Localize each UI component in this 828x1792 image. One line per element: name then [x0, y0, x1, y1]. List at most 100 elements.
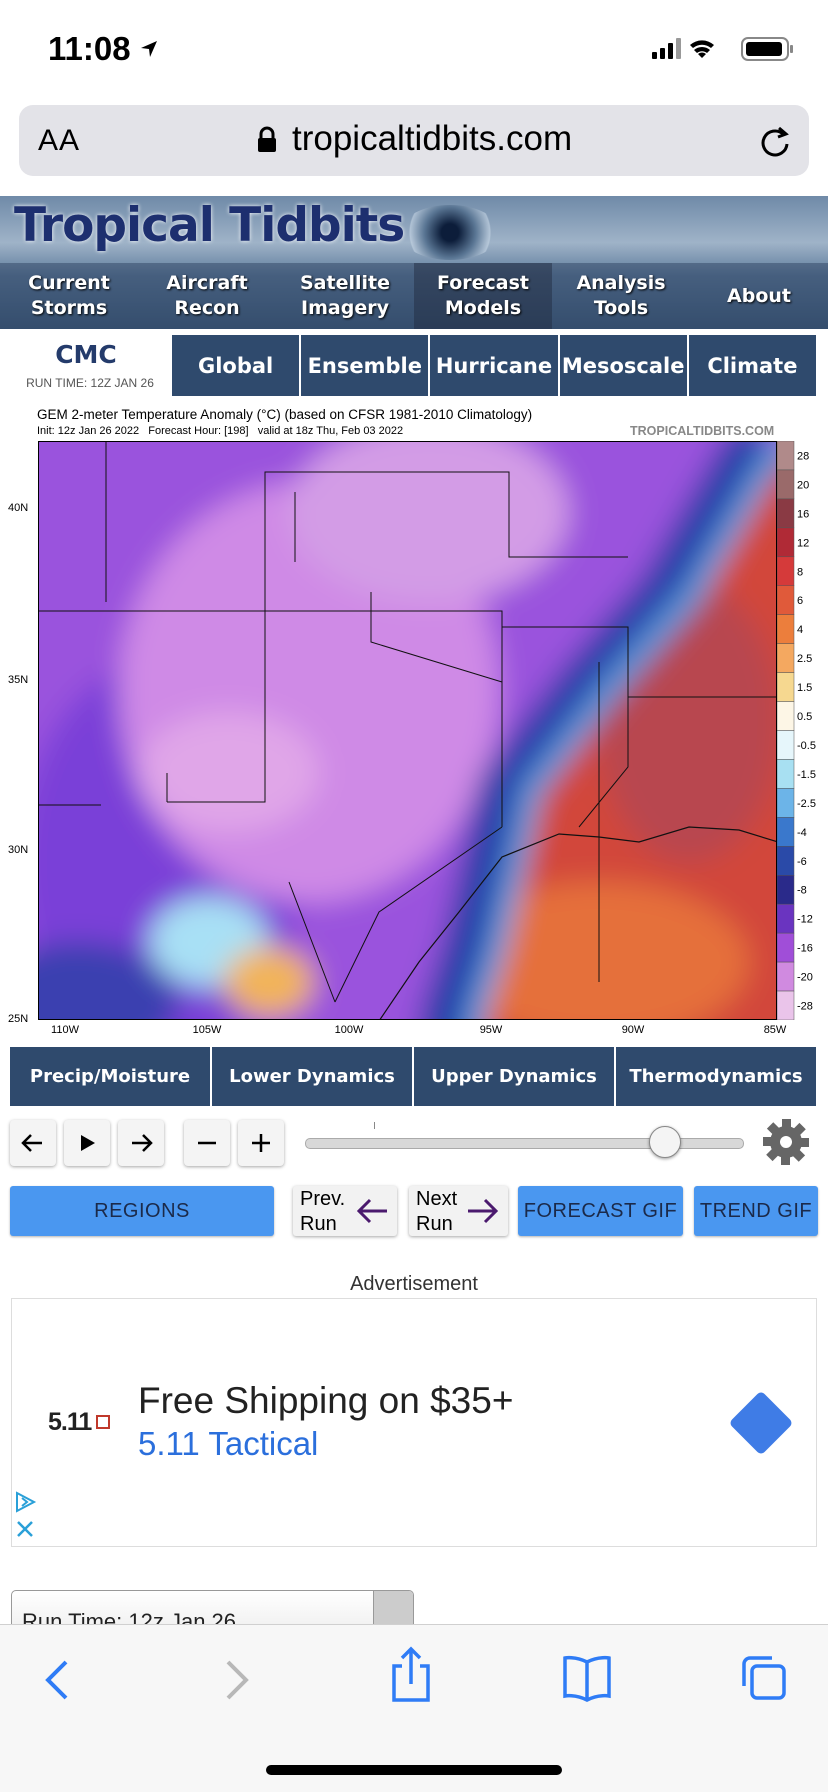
- control-button[interactable]: [238, 1120, 284, 1166]
- ad-headline[interactable]: Free Shipping on $35+: [138, 1380, 514, 1421]
- forecast-gif-button[interactable]: FORECAST GIF: [518, 1186, 683, 1236]
- gear-tooth: [781, 1153, 790, 1165]
- colorbar-label: 4: [797, 624, 803, 636]
- lon-label: 105W: [192, 1024, 222, 1036]
- nav-item[interactable]: About: [727, 284, 791, 307]
- url[interactable]: tropicaltidbits.com: [292, 119, 573, 158]
- control-icon: [21, 1134, 42, 1152]
- category-tab[interactable]: Upper Dynamics: [414, 1047, 614, 1106]
- colorbar-label: 6: [797, 595, 803, 607]
- control-icon: [81, 1135, 95, 1151]
- colorbar-label: 1.5: [797, 682, 812, 694]
- colorbar-swatch: [777, 990, 795, 1020]
- control-button[interactable]: [118, 1120, 164, 1166]
- colorbar-label: -6: [797, 856, 807, 868]
- cold-band: [465, 443, 776, 1019]
- status-icons: [652, 37, 793, 61]
- colorbar-swatch: [777, 614, 795, 644]
- bookmarks-button[interactable]: [563, 1655, 611, 1702]
- state-line: [502, 626, 776, 698]
- cold-band: [420, 442, 776, 1019]
- model-tab[interactable]: Hurricane: [430, 335, 558, 396]
- model-tab[interactable]: Climate: [688, 335, 816, 396]
- colorbar-label: -4: [797, 827, 807, 839]
- lat-label: 35N: [8, 674, 29, 686]
- settings-button[interactable]: [762, 1118, 810, 1166]
- arrow: [356, 1198, 387, 1224]
- colorbar-label: 12: [797, 537, 809, 549]
- colorbar-label: -0.5: [797, 740, 816, 752]
- tabs-button[interactable]: [742, 1656, 786, 1700]
- state-line: [578, 662, 629, 982]
- warm-spot: [224, 947, 314, 1017]
- nav-item[interactable]: Analysis Tools: [576, 272, 666, 319]
- colorbar-label: -20: [797, 972, 813, 984]
- colorbar-swatch: [777, 556, 795, 587]
- category-tab[interactable]: Lower Dynamics: [212, 1047, 412, 1106]
- lat-label: 25N: [8, 1013, 29, 1025]
- share-button[interactable]: [392, 1646, 430, 1702]
- colorbar: 28 20 16 12 8 6 4 2.5 1.5 0.5 -0.5 -1.5 -2.5 -4 -6 -8 -1…: [777, 441, 816, 1020]
- control-icon: [252, 1134, 270, 1152]
- site-logo[interactable]: Tropical Tidbits: [14, 198, 405, 253]
- ad-choices-icon[interactable]: [14, 1490, 38, 1542]
- address-bar[interactable]: [19, 105, 809, 176]
- clock: 11:08: [48, 30, 131, 67]
- back-button[interactable]: [45, 1660, 68, 1700]
- text-size-button[interactable]: AA: [38, 124, 81, 157]
- slider-track[interactable]: [305, 1138, 744, 1149]
- lat-label: 30N: [8, 844, 29, 856]
- field: [39, 942, 179, 1019]
- run-button-label: Prev. Run: [300, 1188, 346, 1235]
- ad-advertiser[interactable]: 5.11 Tactical: [138, 1425, 319, 1462]
- icon: [17, 1521, 33, 1537]
- colorbar-label: 2.5: [797, 653, 812, 665]
- next-run-button[interactable]: Next Run: [409, 1186, 508, 1236]
- nav-bar: [0, 263, 828, 329]
- colorbar-label: -28: [797, 1001, 813, 1013]
- colorbar-swatch: [777, 701, 795, 731]
- regions-button[interactable]: REGIONS: [10, 1186, 274, 1236]
- gear-icon: [763, 1119, 809, 1165]
- icon: [132, 1134, 153, 1152]
- arrow-icon: [356, 1198, 387, 1224]
- control-button[interactable]: [184, 1120, 230, 1166]
- category-tab[interactable]: Thermodynamics: [616, 1047, 816, 1106]
- forecast-map[interactable]: [38, 441, 777, 1020]
- colorbar-swatch: [777, 527, 795, 558]
- ad-brand-logo: 5.11: [48, 1408, 92, 1436]
- nav-item[interactable]: Forecast Models: [414, 263, 552, 329]
- model-tab[interactable]: Ensemble: [301, 335, 429, 396]
- state-line: [265, 610, 503, 827]
- run-button-label: Next Run: [416, 1188, 458, 1235]
- colorbar-swatch: [777, 498, 795, 529]
- colorbar-swatch: [777, 643, 795, 673]
- slider-thumb[interactable]: [649, 1126, 681, 1158]
- icon: [252, 1134, 270, 1152]
- run-time: RUN TIME: 12Z JAN 26: [26, 376, 154, 390]
- nav-item[interactable]: Aircraft Recon: [166, 272, 248, 319]
- lock-icon: [258, 126, 276, 152]
- trend-gif-button[interactable]: TREND GIF: [694, 1186, 818, 1236]
- colorbar-swatch: [777, 846, 795, 876]
- field: [289, 442, 569, 602]
- nav-item[interactable]: Current Storms: [28, 272, 110, 319]
- nav-item[interactable]: Satellite Imagery: [300, 272, 390, 319]
- reload-button[interactable]: [757, 124, 793, 160]
- icon: [81, 1135, 95, 1151]
- icon: [21, 1134, 42, 1152]
- prev-run-button[interactable]: Prev. Run: [293, 1186, 397, 1236]
- forward-button[interactable]: [226, 1660, 249, 1700]
- colorbar-label: -16: [797, 943, 813, 955]
- state-line: [105, 442, 503, 683]
- category-tab[interactable]: Precip/Moisture: [10, 1047, 210, 1106]
- model-tab[interactable]: Mesoscale: [559, 335, 687, 396]
- gear-tooth: [782, 1119, 791, 1131]
- control-button[interactable]: [10, 1120, 56, 1166]
- control-button[interactable]: [64, 1120, 110, 1166]
- model-tab[interactable]: Global: [172, 335, 300, 396]
- ad-box[interactable]: [11, 1298, 817, 1547]
- colorbar-label: 20: [797, 479, 809, 491]
- gear-hole: [780, 1136, 792, 1148]
- icon: [16, 1491, 37, 1513]
